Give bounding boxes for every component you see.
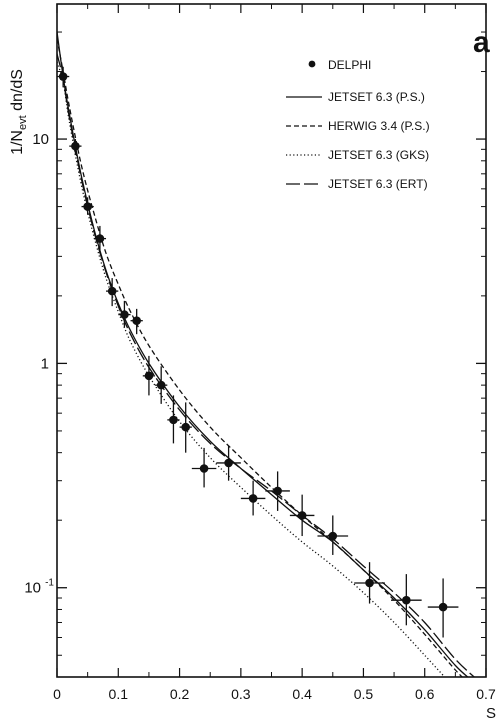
data-marker: [365, 578, 374, 588]
data-point: [130, 308, 143, 335]
legend-label-1: HERWIG 3.4 (P.S.): [328, 119, 430, 133]
x-tick-label: 0.6: [415, 686, 435, 702]
data-marker: [107, 286, 117, 296]
data-marker: [156, 380, 166, 390]
data-marker: [169, 415, 178, 425]
legend-marker-delphi: [308, 60, 316, 68]
data-marker: [224, 458, 233, 468]
data-marker: [71, 141, 80, 151]
data-marker: [248, 494, 258, 503]
data-point: [81, 197, 94, 215]
data-marker: [132, 316, 141, 325]
data-marker: [438, 602, 448, 612]
data-marker: [402, 595, 411, 605]
data-marker: [199, 464, 209, 473]
model-curves: [57, 31, 476, 677]
data-point: [240, 480, 266, 516]
data-marker: [83, 202, 92, 211]
axis-ticks: 0 0.1 0.2 0.3 0.4 0.5 0.6 0.7 10 -1 1 10: [24, 3, 496, 702]
data-marker: [297, 511, 307, 520]
data-marker: [95, 234, 105, 243]
data-point: [179, 402, 192, 453]
y-axis-label: 1/Nevt dn/dS: [9, 69, 29, 155]
data-point: [142, 355, 156, 396]
data-marker: [58, 72, 68, 81]
data-point: [265, 471, 290, 511]
legend: DELPHI JETSET 6.3 (P.S.) HERWIG 3.4 (P.S.)…: [286, 58, 430, 191]
x-tick-label: 0.1: [109, 686, 129, 702]
legend-label-0: JETSET 6.3 (P.S.): [328, 90, 425, 104]
data-point: [191, 447, 217, 488]
x-tick-label: 0.5: [354, 686, 374, 702]
y-tick-label: 10: [32, 131, 49, 148]
model-curve-3: [57, 53, 476, 677]
data-point: [69, 139, 82, 155]
legend-label-delphi: DELPHI: [328, 58, 371, 72]
data-marker: [328, 531, 338, 541]
plot-frame: [56, 3, 487, 678]
data-point: [167, 395, 180, 444]
data-point: [57, 66, 70, 88]
x-tick-label: 0.4: [292, 686, 312, 702]
x-axis-label: S: [486, 705, 496, 722]
y-tick-label: 1: [41, 355, 49, 372]
legend-label-2: JETSET 6.3 (GKS): [328, 148, 429, 162]
legend-label-3: JETSET 6.3 (ERT): [328, 177, 428, 191]
data-point: [289, 494, 315, 537]
data-point: [317, 515, 349, 555]
plot-border: [56, 3, 487, 678]
data-marker: [120, 310, 129, 319]
x-tick-label: 0.3: [231, 686, 251, 702]
x-tick-label: 0.7: [476, 686, 496, 702]
data-point: [93, 225, 107, 254]
model-curve-0: [57, 31, 469, 677]
y-tick-label: 10: [24, 580, 41, 597]
y-tick-exponent: -1: [45, 578, 54, 589]
panel-label: a: [473, 26, 490, 59]
data-point: [354, 562, 385, 604]
data-marker: [181, 422, 190, 432]
data-points: [57, 66, 459, 638]
data-marker: [144, 371, 154, 381]
x-tick-label: 0: [53, 686, 61, 702]
data-point: [118, 300, 131, 328]
data-point: [155, 366, 168, 404]
data-point: [391, 574, 422, 626]
data-point: [216, 445, 241, 481]
data-point: [106, 278, 119, 307]
data-marker: [273, 486, 282, 496]
data-point: [427, 578, 459, 638]
x-tick-label: 0.2: [170, 686, 190, 702]
model-curve-1: [57, 38, 464, 677]
